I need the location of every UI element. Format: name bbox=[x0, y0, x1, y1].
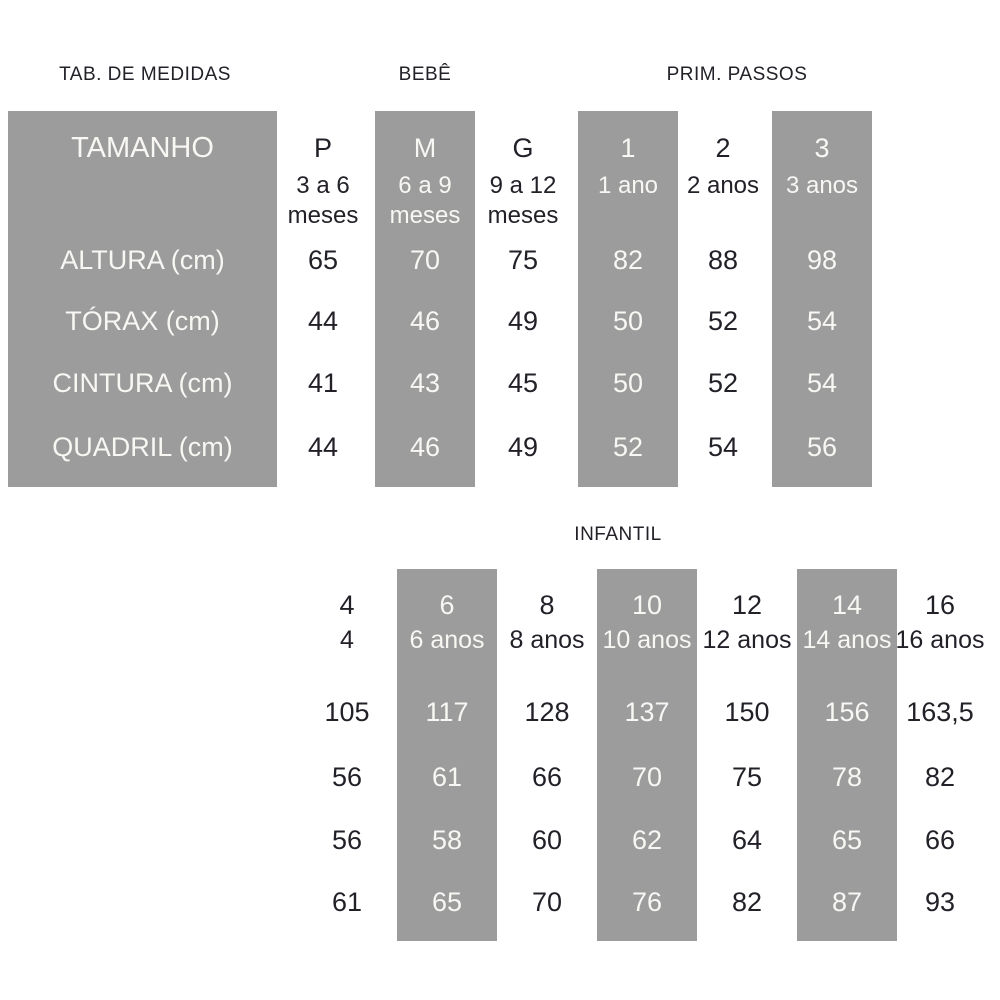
value-cell: 70 bbox=[409, 245, 441, 275]
value-cell: 61 bbox=[331, 887, 363, 917]
highlight-column-3 bbox=[772, 111, 872, 487]
row-label-quadril: QUADRIL (cm) bbox=[52, 432, 233, 462]
age-cell: 6 anos bbox=[409, 626, 485, 654]
value-cell: 54 bbox=[707, 432, 739, 462]
age-cell: meses bbox=[389, 202, 461, 229]
value-cell: 50 bbox=[612, 306, 644, 336]
row-label-block bbox=[8, 111, 277, 487]
value-cell: 61 bbox=[431, 762, 463, 792]
value-cell: 56 bbox=[806, 432, 838, 462]
age-cell: 14 anos bbox=[802, 626, 892, 654]
value-cell: 82 bbox=[924, 762, 956, 792]
value-cell: 105 bbox=[324, 697, 370, 727]
highlight-column-1 bbox=[578, 111, 678, 487]
age-cell: 6 a 9 bbox=[398, 172, 452, 199]
age-cell: 10 anos bbox=[602, 626, 692, 654]
size-cell: P bbox=[313, 133, 332, 163]
value-cell: 82 bbox=[612, 245, 644, 275]
value-cell: 43 bbox=[409, 368, 441, 398]
age-cell: 3 anos bbox=[785, 172, 859, 199]
age-cell: 3 a 6 bbox=[296, 172, 350, 199]
value-cell: 56 bbox=[331, 762, 363, 792]
value-cell: 54 bbox=[806, 368, 838, 398]
value-cell: 65 bbox=[307, 245, 339, 275]
value-cell: 128 bbox=[524, 697, 570, 727]
highlight-column-10 bbox=[597, 569, 697, 941]
value-cell: 88 bbox=[707, 245, 739, 275]
value-cell: 156 bbox=[824, 697, 870, 727]
value-cell: 44 bbox=[307, 432, 339, 462]
size-cell: M bbox=[413, 133, 437, 163]
age-cell: 2 anos bbox=[686, 172, 760, 199]
value-cell: 44 bbox=[307, 306, 339, 336]
value-cell: 52 bbox=[612, 432, 644, 462]
size-cell: 6 bbox=[439, 590, 455, 620]
age-cell: 4 bbox=[340, 626, 354, 654]
size-cell: G bbox=[512, 133, 534, 163]
size-cell: 3 bbox=[814, 133, 830, 163]
age-cell: 12 anos bbox=[702, 626, 792, 654]
value-cell: 54 bbox=[806, 306, 838, 336]
highlight-column-14 bbox=[797, 569, 897, 941]
value-cell: 66 bbox=[924, 825, 956, 855]
value-cell: 46 bbox=[409, 432, 441, 462]
value-cell: 75 bbox=[507, 245, 539, 275]
value-cell: 137 bbox=[624, 697, 670, 727]
size-cell: 1 bbox=[620, 133, 636, 163]
value-cell: 41 bbox=[307, 368, 339, 398]
size-cell: 12 bbox=[731, 590, 763, 620]
value-cell: 52 bbox=[707, 306, 739, 336]
row-label-altura: ALTURA (cm) bbox=[60, 245, 225, 275]
age-cell: 9 a 12 bbox=[489, 172, 557, 199]
value-cell: 70 bbox=[631, 762, 663, 792]
section-header-medidas: TAB. DE MEDIDAS bbox=[59, 64, 231, 85]
value-cell: 65 bbox=[431, 887, 463, 917]
value-cell: 49 bbox=[507, 432, 539, 462]
value-cell: 64 bbox=[731, 825, 763, 855]
size-cell: 2 bbox=[715, 133, 731, 163]
value-cell: 150 bbox=[724, 697, 770, 727]
corner-label-tamanho: TAMANHO bbox=[71, 132, 214, 164]
value-cell: 58 bbox=[431, 825, 463, 855]
age-cell: meses bbox=[487, 202, 559, 229]
value-cell: 65 bbox=[831, 825, 863, 855]
size-cell: 16 bbox=[924, 590, 956, 620]
value-cell: 46 bbox=[409, 306, 441, 336]
size-cell: 4 bbox=[339, 590, 355, 620]
value-cell: 163,5 bbox=[906, 697, 974, 727]
age-cell: meses bbox=[287, 202, 359, 229]
row-label-cintura: CINTURA (cm) bbox=[52, 368, 233, 398]
value-cell: 76 bbox=[631, 887, 663, 917]
value-cell: 49 bbox=[507, 306, 539, 336]
value-cell: 52 bbox=[707, 368, 739, 398]
value-cell: 87 bbox=[831, 887, 863, 917]
value-cell: 50 bbox=[612, 368, 644, 398]
highlight-column-6 bbox=[397, 569, 497, 941]
value-cell: 78 bbox=[831, 762, 863, 792]
age-cell: 16 anos bbox=[895, 626, 985, 654]
age-cell: 1 ano bbox=[597, 172, 659, 199]
size-cell: 10 bbox=[631, 590, 663, 620]
value-cell: 70 bbox=[531, 887, 563, 917]
size-cell: 14 bbox=[831, 590, 863, 620]
value-cell: 62 bbox=[631, 825, 663, 855]
value-cell: 75 bbox=[731, 762, 763, 792]
highlight-column-m bbox=[375, 111, 475, 487]
size-cell: 8 bbox=[539, 590, 555, 620]
section-header-bebe: BEBÊ bbox=[398, 64, 452, 85]
value-cell: 98 bbox=[806, 245, 838, 275]
age-cell: 8 anos bbox=[509, 626, 585, 654]
value-cell: 60 bbox=[531, 825, 563, 855]
section-header-infantil: INFANTIL bbox=[574, 524, 662, 545]
section-header-prim-passos: PRIM. PASSOS bbox=[666, 64, 808, 85]
value-cell: 82 bbox=[731, 887, 763, 917]
value-cell: 66 bbox=[531, 762, 563, 792]
value-cell: 93 bbox=[924, 887, 956, 917]
row-label-torax: TÓRAX (cm) bbox=[65, 306, 220, 336]
value-cell: 45 bbox=[507, 368, 539, 398]
value-cell: 117 bbox=[425, 697, 469, 727]
value-cell: 56 bbox=[331, 825, 363, 855]
